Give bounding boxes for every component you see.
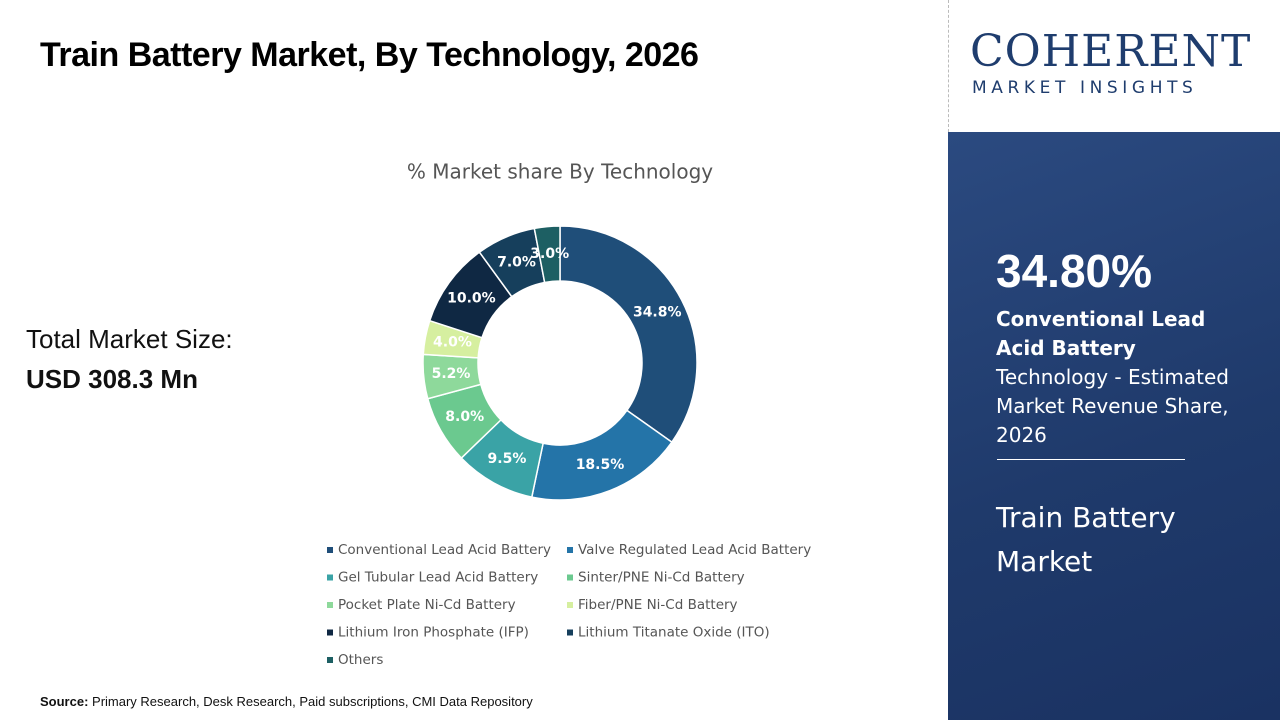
data-label: 8.0% <box>445 409 484 425</box>
legend-swatch <box>327 602 333 608</box>
pie-slice <box>559 225 698 444</box>
data-label: 5.2% <box>432 366 471 382</box>
legend-label: Conventional Lead Acid Battery <box>338 542 551 558</box>
data-label: 18.5% <box>576 457 625 473</box>
data-label: 10.0% <box>447 291 496 307</box>
data-label: 3.0% <box>530 246 569 262</box>
legend-swatch <box>567 547 573 553</box>
legend-swatch <box>567 629 573 636</box>
legend-label: Valve Regulated Lead Acid Battery <box>578 542 811 558</box>
data-label: 7.0% <box>497 255 536 271</box>
source-text: Primary Research, Desk Research, Paid su… <box>92 694 533 709</box>
data-label: 4.0% <box>433 334 472 350</box>
logo-name: COHERENT <box>970 26 1252 77</box>
data-label: 9.5% <box>488 451 527 467</box>
legend-label: Fiber/PNE Ni-Cd Battery <box>578 597 738 613</box>
page-title: Train Battery Market, By Technology, 202… <box>40 36 699 74</box>
chart-title: % Market share By Technology <box>407 160 713 184</box>
legend-label: Sinter/PNE Ni-Cd Battery <box>578 570 745 586</box>
source: Source: Primary Research, Desk Research,… <box>40 694 533 709</box>
legend-label: Lithium Iron Phosphate (IFP) <box>338 625 529 641</box>
legend-label: Lithium Titanate Oxide (ITO) <box>578 625 770 641</box>
divider <box>997 459 1185 460</box>
logo-tagline: MARKET INSIGHTS <box>972 78 1198 98</box>
highlight-desc: Technology - Estimated Market Revenue Sh… <box>996 365 1229 447</box>
legend-swatch <box>327 657 333 663</box>
total-label: Total Market Size: <box>26 324 233 354</box>
legend-swatch <box>327 547 333 553</box>
legend-swatch <box>567 602 573 608</box>
market-name: Train Battery Market <box>996 501 1176 578</box>
total-value: USD 308.3 Mn <box>26 364 198 394</box>
highlight-bold: Conventional Lead Acid Battery <box>996 307 1206 360</box>
pie-slice <box>533 225 561 284</box>
legend-swatch <box>567 574 573 581</box>
legend-swatch <box>327 574 333 581</box>
highlight-value: 34.80% <box>996 245 1153 297</box>
chart: % Market share By Technology 34.8% 18.5% 9… <box>327 160 811 668</box>
logo-panel <box>948 0 1280 132</box>
sidebar <box>948 132 1280 720</box>
data-label: 34.8% <box>633 305 682 321</box>
legend-swatch <box>327 629 333 636</box>
legend-label: Pocket Plate Ni-Cd Battery <box>338 597 516 613</box>
legend-label: Gel Tubular Lead Acid Battery <box>338 570 538 586</box>
legend-label: Others <box>338 652 383 668</box>
highlight-text: Conventional Lead Acid Battery Technolog… <box>996 305 1241 450</box>
source-label: Source: <box>40 694 89 709</box>
